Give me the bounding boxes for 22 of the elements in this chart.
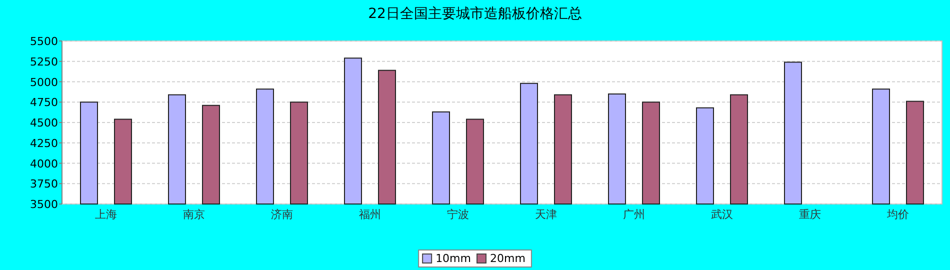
x-tick-label: 广州 xyxy=(623,208,645,221)
x-tick-label: 福州 xyxy=(359,208,381,221)
y-tick-label: 4250 xyxy=(30,136,58,150)
legend-label: 10mm xyxy=(436,252,471,265)
y-tick-label: 5000 xyxy=(30,76,58,89)
y-tick-label: 4750 xyxy=(30,96,58,110)
legend-label: 20mm xyxy=(490,252,526,265)
y-tick-label: 4500 xyxy=(30,116,58,130)
x-tick-label: 上海 xyxy=(95,208,117,221)
x-tick-label: 武汉 xyxy=(711,208,733,221)
x-tick-label: 济南 xyxy=(271,208,293,221)
y-tick-label: 3750 xyxy=(30,178,58,191)
x-tick-label: 南京 xyxy=(183,208,205,221)
x-tick-label: 均价 xyxy=(886,208,909,221)
x-tick-label: 重庆 xyxy=(799,208,821,221)
chart-title: 22日全国主要城市造船板价格汇总 xyxy=(368,6,582,22)
y-tick-label: 3500 xyxy=(30,198,58,211)
y-tick-label: 5250 xyxy=(30,55,58,68)
x-tick-label: 天津 xyxy=(535,208,557,221)
y-tick-label: 5500 xyxy=(30,35,58,48)
y-tick-label: 4000 xyxy=(30,157,58,170)
x-tick-label: 宁波 xyxy=(447,208,469,221)
